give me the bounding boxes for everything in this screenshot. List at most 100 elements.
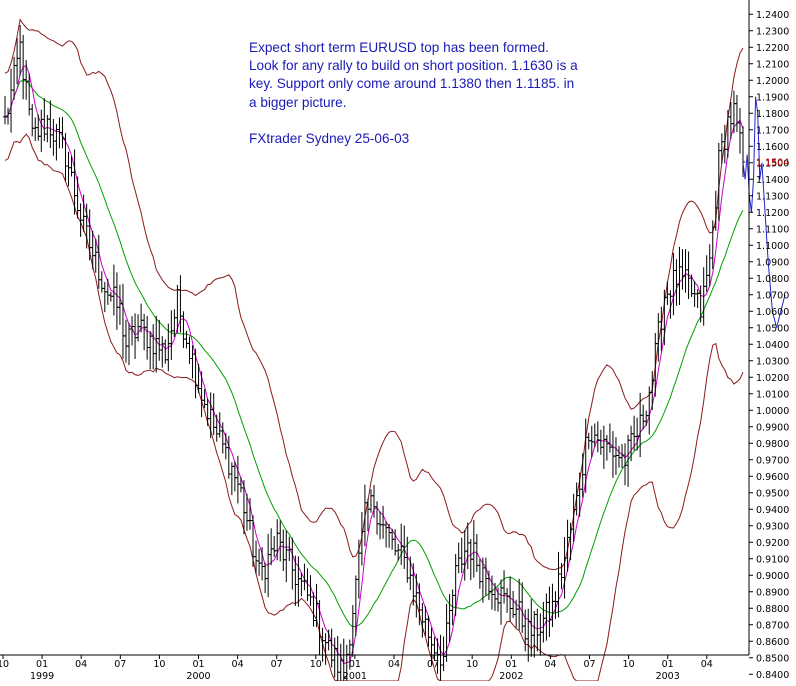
ohlc-bar — [644, 410, 649, 427]
ohlc-bar — [375, 501, 380, 535]
x-tick-label: 04 — [701, 659, 713, 670]
x-tick-label: 10 — [623, 659, 635, 670]
ohlc-bar — [477, 559, 482, 589]
x-tick-label: 10 — [310, 659, 322, 670]
ohlc-bar — [217, 412, 222, 438]
ohlc-bar — [610, 431, 615, 478]
x-axis: 10 01 04 07 10 01 04 07 10 01 04 07 10 01 04 07 10 01 04 19… — [0, 654, 749, 682]
ohlc-bar — [734, 94, 739, 133]
ohlc-bar — [601, 425, 606, 469]
y-axis: 1.2400 1.2300 1.2200 1.2100 1.2000 1.1900 1.18… — [748, 0, 789, 681]
ohlc-bar — [502, 570, 507, 604]
x-tick-label: 10 — [153, 659, 165, 670]
ohlc-bar — [526, 608, 531, 662]
x-tick-label: 01 — [505, 659, 517, 670]
ohlc-bar — [117, 284, 122, 325]
ohlc-bar — [251, 515, 256, 568]
ohlc-bar — [193, 348, 198, 399]
x-year-label: 1999 — [30, 671, 54, 681]
ohlc-bar — [48, 100, 53, 149]
ohlc-bar — [320, 627, 325, 662]
y-tick-label: 1.0400 — [756, 340, 789, 351]
ohlc-bar — [18, 25, 23, 76]
ohlc-bar — [550, 583, 555, 628]
y-tick-label: 1.2200 — [756, 43, 789, 54]
y-tick-label: 1.0300 — [756, 356, 789, 367]
ohlc-bar — [414, 573, 419, 618]
ohlc-bar — [296, 556, 301, 607]
ohlc-bar — [120, 283, 125, 359]
y-tick-label: 0.8400 — [756, 670, 789, 681]
bollinger-lower-line — [4, 133, 744, 682]
ohlc-bar — [39, 109, 44, 152]
ohlc-bar — [275, 519, 280, 561]
ohlc-bar — [105, 278, 110, 305]
ohlc-bar — [133, 313, 138, 359]
y-tick-label: 0.9500 — [756, 488, 789, 499]
x-tick-label: 01 — [662, 659, 674, 670]
ohlc-bar — [238, 477, 243, 493]
ohlc-bar — [114, 272, 119, 330]
ohlc-bar — [486, 570, 491, 601]
ohlc-bar — [629, 425, 634, 462]
ohlc-bar — [641, 404, 646, 430]
ohlc-bar — [381, 505, 386, 539]
ohlc-bar — [517, 578, 522, 631]
ohlc-bar — [514, 599, 519, 628]
y-tick-label: 0.9300 — [756, 521, 789, 532]
ohlc-bar — [511, 591, 516, 619]
ohlc-bar — [719, 133, 724, 164]
ohlc-bar — [626, 434, 631, 487]
ohlc-bar — [350, 605, 355, 657]
ohlc-bar — [441, 636, 446, 672]
y-tick-label: 1.1700 — [756, 125, 789, 136]
ma-fast-line — [4, 64, 744, 665]
ohlc-bar — [384, 521, 389, 548]
y-tick-label: 1.0100 — [756, 389, 789, 400]
y-tick-label: 0.9000 — [756, 571, 789, 582]
chart-annotation: Expect short term EURUSD top has been fo… — [249, 39, 579, 148]
y-tick-label: 0.9800 — [756, 439, 789, 450]
ohlc-bar — [136, 314, 141, 342]
ohlc-bar — [598, 429, 603, 455]
ohlc-bar — [96, 234, 101, 289]
ohlc-bar — [623, 443, 628, 486]
x-tick-label: 04 — [544, 659, 556, 670]
x-tick-label: 04 — [388, 659, 400, 670]
ohlc-bar — [556, 551, 561, 618]
ohlc-bar — [356, 539, 361, 599]
y-tick-label: 1.1400 — [756, 175, 789, 186]
ohlc-bar — [151, 324, 156, 370]
ohlc-bar — [662, 289, 667, 346]
ohlc-bar — [3, 96, 7, 125]
ohlc-bar — [595, 421, 600, 453]
ohlc-bar — [87, 209, 92, 261]
ohlc-bar — [145, 316, 150, 360]
ohlc-bar — [737, 107, 742, 154]
ohlc-bar — [187, 336, 192, 364]
ohlc-bar — [438, 634, 443, 681]
ohlc-bar — [378, 511, 383, 540]
ohlc-bar — [293, 555, 298, 606]
x-tick-label: 07 — [114, 659, 126, 670]
y-tick-label: 1.0000 — [756, 406, 789, 417]
x-year-label: 2003 — [656, 671, 680, 681]
ohlc-bar — [604, 435, 609, 461]
ohlc-bar — [284, 530, 289, 583]
y-tick-label: 1.1600 — [756, 142, 789, 153]
x-tick-label: 01 — [36, 659, 48, 670]
ohlc-bar — [142, 313, 147, 351]
x-tick-label: 07 — [271, 659, 283, 670]
x-tick-label: 07 — [583, 659, 595, 670]
ohlc-bar — [695, 289, 700, 308]
moving-averages — [4, 64, 744, 665]
x-year-label: 2001 — [343, 671, 367, 681]
y-tick-label: 1.0600 — [756, 307, 789, 318]
y-tick-label: 0.8900 — [756, 587, 789, 598]
ohlc-bar — [148, 331, 153, 370]
ohlc-bar — [278, 520, 283, 562]
ohlc-bar — [683, 248, 688, 293]
y-tick-label: 1.1000 — [756, 241, 789, 252]
